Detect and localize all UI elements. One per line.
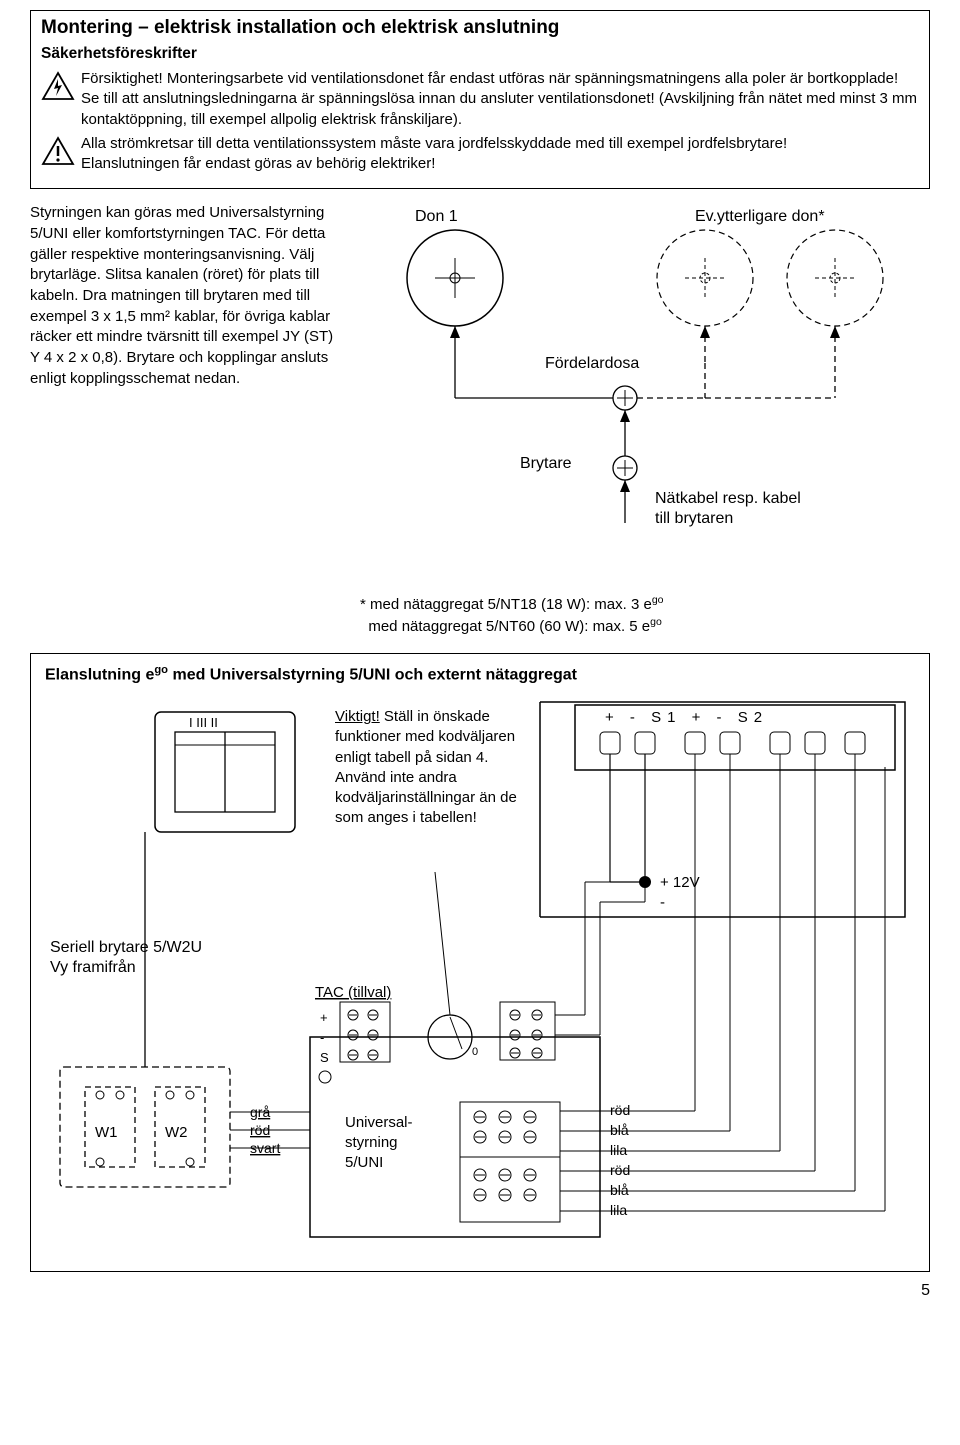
- wire2: lila: [610, 1142, 627, 1158]
- footnote1: * med nätaggregat 5/NT18 (18 W): max. 3 …: [360, 596, 652, 613]
- seriell-label: Seriell brytare 5/W2U: [50, 939, 202, 956]
- svg-text:0: 0: [472, 1046, 478, 1058]
- viktigt-label: Viktigt!: [335, 708, 380, 725]
- viktigt-text: Ställ in önskade funktioner med kodvälja…: [335, 708, 517, 826]
- wire5: lila: [610, 1202, 627, 1218]
- brytare-label: Brytare: [520, 455, 572, 472]
- warning1-text: Försiktighet! Monteringsarbete vid venti…: [81, 70, 898, 87]
- universal-label-1: Universal-: [345, 1114, 413, 1131]
- wire3: röd: [610, 1162, 630, 1178]
- minus-label: -: [660, 894, 665, 911]
- universal-label-2: styrning: [345, 1134, 398, 1151]
- warning3a-text: Alla strömkretsar till detta ventilation…: [81, 135, 787, 152]
- ev-label: Ev.ytterligare don*: [695, 208, 825, 225]
- don1-label: Don 1: [415, 208, 458, 225]
- section2-title: Elanslutning ego med Universalstyrning 5…: [45, 664, 915, 684]
- natkabel-label-2: till brytaren: [655, 510, 733, 527]
- diagram2-svg: I III II Viktigt! Ställ in önskade funkt…: [45, 697, 915, 1257]
- output-terminals: [460, 1111, 560, 1201]
- diagram1-container: Don 1 Ev.ytterligare don* Fördelardosa: [360, 203, 930, 637]
- diagram1-footnote: * med nätaggregat 5/NT18 (18 W): max. 3 …: [360, 593, 930, 637]
- page-number: 5: [30, 1282, 930, 1300]
- diagram2-container: I III II Viktigt! Ställ in önskade funkt…: [45, 697, 915, 1257]
- vy-label: Vy framifrån: [50, 958, 136, 976]
- natkabel-label-1: Nätkabel resp. kabel: [655, 490, 801, 507]
- footnote2-sup: go: [650, 616, 662, 628]
- diagram1-svg: Don 1 Ev.ytterligare don* Fördelardosa: [360, 203, 930, 583]
- warning2-text: Se till att anslutningsledningarna är sp…: [81, 90, 917, 127]
- section2-box: Elanslutning ego med Universalstyrning 5…: [30, 653, 930, 1271]
- wire0: röd: [610, 1102, 630, 1118]
- warning-row-1: Försiktighet! Monteringsarbete vid venti…: [41, 69, 919, 130]
- main-title: Montering – elektrisk installation och e…: [41, 17, 919, 39]
- wire1: blå: [610, 1122, 629, 1138]
- warning3b-text: Elanslutningen får endast göras av behör…: [81, 155, 435, 172]
- footnote2: med nätaggregat 5/NT60 (60 W): max. 5 e: [368, 618, 650, 635]
- w1-label: W1: [95, 1124, 118, 1141]
- exclamation-triangle-icon: [41, 134, 81, 170]
- tac-label: TAC (tillval): [315, 984, 391, 1001]
- svg-text:+: +: [320, 1010, 328, 1025]
- fordelardosa-label: Fördelardosa: [545, 355, 639, 372]
- i-iii-ii-label: I III II: [189, 715, 218, 730]
- lightning-triangle-icon: [41, 69, 81, 105]
- header-box: Montering – elektrisk installation och e…: [30, 10, 930, 189]
- wire4: blå: [610, 1182, 629, 1198]
- terminal-screws: [600, 732, 865, 754]
- plus12v-label: + 12V: [660, 874, 700, 891]
- svg-text:-: -: [320, 1030, 324, 1045]
- warning-row-2: Alla strömkretsar till detta ventilation…: [41, 134, 919, 175]
- content-row: Styrningen kan göras med Universalstyrni…: [30, 203, 930, 637]
- universal-label-3: 5/UNI: [345, 1154, 383, 1171]
- w2-label: W2: [165, 1124, 188, 1141]
- body-text: Styrningen kan göras med Universalstyrni…: [30, 203, 340, 637]
- terminal-labels: + - S1 + - S2: [605, 709, 768, 726]
- footnote1-sup: go: [652, 594, 664, 606]
- svg-text:S: S: [320, 1050, 329, 1065]
- subtitle: Säkerhetsföreskrifter: [41, 45, 919, 63]
